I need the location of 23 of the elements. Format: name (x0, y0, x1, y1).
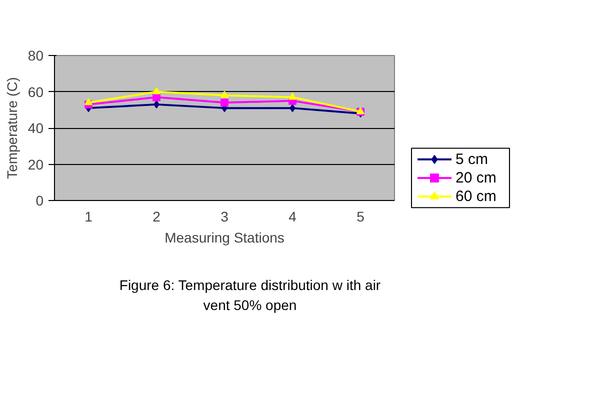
y-tick-label: 60 (28, 84, 44, 100)
point (220, 90, 228, 98)
point (288, 92, 296, 100)
x-tick-label: 4 (288, 208, 297, 224)
point (84, 98, 92, 106)
caption: Figure 6: Temperature distribution w ith air vent 50% open (118, 276, 382, 315)
legend-label: 5 cm (456, 150, 488, 168)
y-tick-label: 20 (28, 156, 44, 172)
y-tick-label: 0 (36, 192, 44, 208)
point (220, 98, 228, 107)
point (154, 100, 160, 108)
point (152, 87, 160, 94)
legend-label: 60 cm (456, 188, 496, 206)
point (290, 104, 296, 112)
y-tick-label: 80 (28, 48, 44, 64)
x-axis-title: Measuring Stations (164, 230, 284, 246)
legend-label: 20 cm (456, 169, 496, 186)
y-tick-label: 40 (28, 120, 44, 136)
y-axis-title: Temperature (C) (4, 77, 20, 179)
x-tick-label: 2 (152, 208, 161, 224)
x-tick-label: 5 (356, 208, 365, 224)
x-tick-label: 3 (220, 208, 229, 224)
x-tick-label: 1 (84, 208, 93, 224)
